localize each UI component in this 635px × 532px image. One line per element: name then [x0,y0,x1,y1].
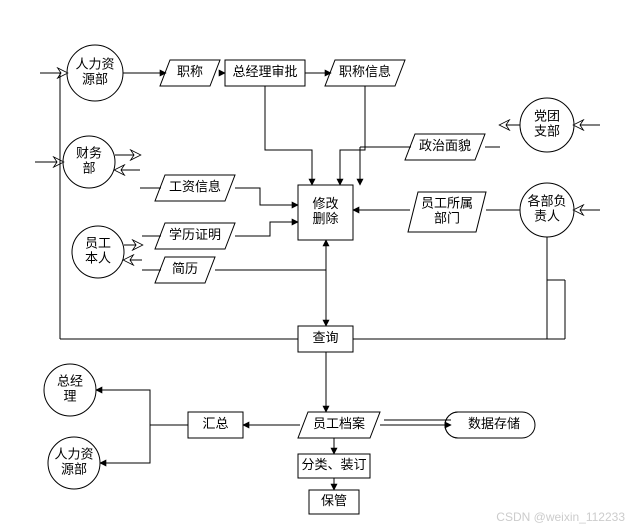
svg-text:保管: 保管 [321,493,347,508]
svg-text:各部负: 各部负 [527,193,566,208]
svg-text:汇总: 汇总 [202,416,228,431]
svg-text:部: 部 [82,160,95,175]
svg-text:查询: 查询 [312,330,338,345]
svg-text:财务: 财务 [76,145,102,160]
svg-text:总经理审批: 总经理审批 [232,64,297,79]
svg-text:本人: 本人 [85,250,111,265]
svg-text:责人: 责人 [534,208,560,223]
svg-text:职称信息: 职称信息 [339,64,391,79]
svg-text:党团: 党团 [534,108,560,123]
flowchart-diagram: 人力资源部职称总经理审批职称信息财务部工资信息员工本人学历证明简历修改删除政治面… [0,0,635,532]
svg-text:员工: 员工 [85,235,111,250]
svg-text:源部: 源部 [61,461,87,476]
svg-text:政治面貌: 政治面貌 [419,138,471,153]
svg-text:工资信息: 工资信息 [169,179,221,194]
svg-text:总经: 总经 [57,373,83,388]
svg-text:职称: 职称 [177,64,203,79]
svg-text:学历证明: 学历证明 [169,227,221,242]
svg-text:部门: 部门 [434,210,460,225]
svg-text:人力资: 人力资 [75,56,114,71]
svg-text:人力资: 人力资 [54,446,93,461]
svg-text:删除: 删除 [312,211,338,226]
svg-text:分类、装订: 分类、装订 [301,457,366,472]
svg-text:员工所属: 员工所属 [421,195,473,210]
svg-text:支部: 支部 [534,123,560,138]
svg-text:数据存储: 数据存储 [468,416,520,431]
svg-text:修改: 修改 [312,196,338,211]
svg-text:理: 理 [63,388,76,403]
svg-text:简历: 简历 [172,261,198,276]
svg-text:员工档案: 员工档案 [313,416,365,431]
svg-text:源部: 源部 [82,71,108,86]
